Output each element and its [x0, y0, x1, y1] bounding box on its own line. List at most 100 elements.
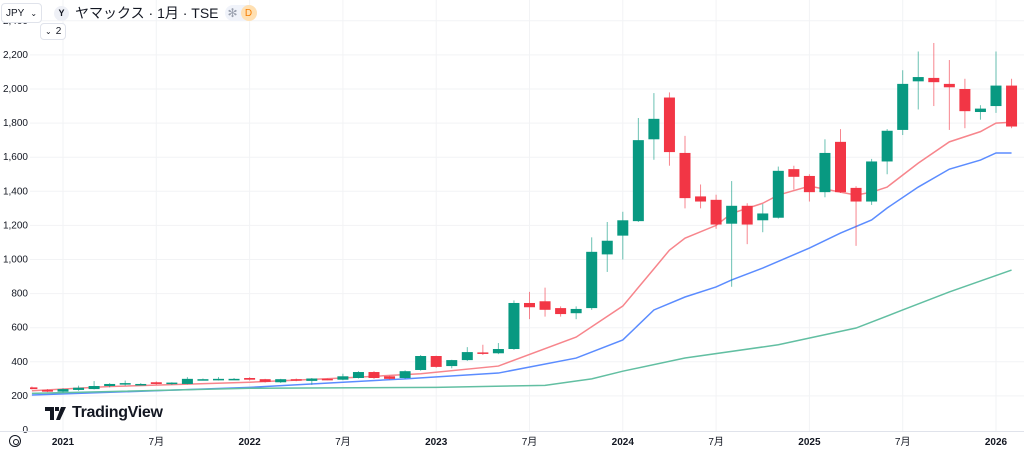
- candle: [399, 370, 411, 379]
- candle-body: [726, 205, 738, 224]
- candle-body: [695, 196, 707, 202]
- y-tick-label: 1,600: [3, 152, 28, 163]
- candle: [819, 139, 831, 198]
- candle: [601, 221, 613, 272]
- moving-average-line: [31, 269, 1012, 395]
- candle-body: [835, 141, 846, 193]
- candle: [990, 51, 1002, 113]
- candle: [119, 380, 131, 386]
- candle-body: [897, 83, 909, 130]
- candle: [632, 117, 644, 222]
- candle: [524, 291, 535, 320]
- logo-letter: Y: [58, 8, 65, 18]
- candle-body: [866, 161, 878, 202]
- x-tick-label: 2024: [612, 437, 635, 448]
- candle-body: [30, 387, 38, 390]
- candle-body: [119, 383, 131, 385]
- candle: [213, 377, 224, 381]
- candle-body: [213, 378, 224, 381]
- x-tick-label: 2023: [425, 437, 448, 448]
- candle: [508, 300, 520, 350]
- candle-body: [881, 130, 893, 162]
- candle-body: [943, 83, 955, 88]
- candle: [741, 203, 753, 245]
- y-tick-label: 200: [11, 391, 28, 402]
- candle: [928, 42, 940, 107]
- candle-body: [617, 220, 629, 236]
- candle-body: [197, 379, 209, 381]
- candle: [850, 186, 862, 246]
- candle-body: [41, 389, 53, 392]
- x-tick-label: 2026: [985, 437, 1008, 448]
- candle: [57, 388, 69, 393]
- candle-body: [384, 376, 396, 379]
- candle: [570, 306, 582, 320]
- candle-body: [601, 240, 613, 255]
- tradingview-logo[interactable]: TradingView: [45, 404, 163, 422]
- y-tick-label: 0: [22, 425, 28, 436]
- candle: [461, 347, 473, 361]
- status-badge: D: [240, 5, 257, 21]
- tradingview-icon: [45, 406, 66, 420]
- candle-body: [415, 356, 427, 370]
- candle: [384, 375, 396, 380]
- candle: [803, 174, 815, 202]
- candle: [586, 237, 598, 310]
- candle: [912, 51, 924, 110]
- indicators-collapse-button[interactable]: ⌄ 2: [40, 23, 67, 40]
- candle-body: [990, 85, 1002, 107]
- candle-body: [430, 356, 442, 367]
- candle: [866, 158, 878, 205]
- y-tick-label: 2,000: [3, 84, 28, 95]
- candle: [757, 204, 769, 233]
- candle-body: [290, 379, 302, 381]
- candle-body: [508, 302, 520, 350]
- candle-body: [181, 378, 193, 384]
- currency-label: JPY: [6, 7, 25, 19]
- x-tick-label: 7月: [895, 436, 911, 448]
- x-tick-label: 2021: [52, 437, 75, 448]
- y-tick-label: 1,400: [3, 186, 28, 197]
- candle-body: [632, 140, 644, 222]
- candle: [337, 373, 349, 381]
- symbol-title[interactable]: ヤマックス · 1月 · TSE: [75, 5, 219, 21]
- candle: [648, 93, 660, 160]
- chevron-down-icon: ⌄: [45, 27, 52, 36]
- candle: [244, 377, 256, 381]
- moving-averages: [31, 121, 1012, 396]
- currency-select[interactable]: JPY ⌄: [1, 3, 43, 23]
- y-tick-label: 800: [11, 289, 28, 300]
- candle-body: [166, 382, 178, 385]
- candle-body: [524, 302, 535, 308]
- chevron-down-icon: ⌄: [30, 8, 38, 18]
- candle: [259, 378, 271, 383]
- candle-body: [368, 372, 380, 378]
- x-tick-label: 2025: [798, 437, 821, 448]
- candle: [41, 389, 53, 393]
- y-tick-label: 1,000: [3, 255, 28, 266]
- candle-body: [819, 152, 831, 193]
- candle-body: [228, 378, 240, 381]
- candle: [539, 287, 551, 317]
- candle-body: [259, 379, 271, 382]
- candle: [150, 381, 162, 385]
- candle: [477, 344, 489, 355]
- candle: [368, 371, 380, 379]
- candle: [88, 381, 100, 390]
- candle-body: [912, 77, 924, 82]
- candle-body: [741, 205, 753, 225]
- candle: [897, 70, 909, 136]
- candle: [492, 343, 504, 355]
- candle: [943, 60, 955, 130]
- market-status[interactable]: ✻ D: [224, 5, 257, 21]
- candle: [679, 135, 691, 209]
- candle: [415, 354, 427, 371]
- x-tick-label: 7月: [708, 436, 724, 448]
- candle: [974, 105, 986, 120]
- candle: [135, 383, 147, 386]
- y-tick-label: 1,200: [3, 220, 28, 231]
- candle-body: [974, 108, 986, 113]
- settings-icon[interactable]: [9, 435, 21, 447]
- candle: [555, 306, 567, 317]
